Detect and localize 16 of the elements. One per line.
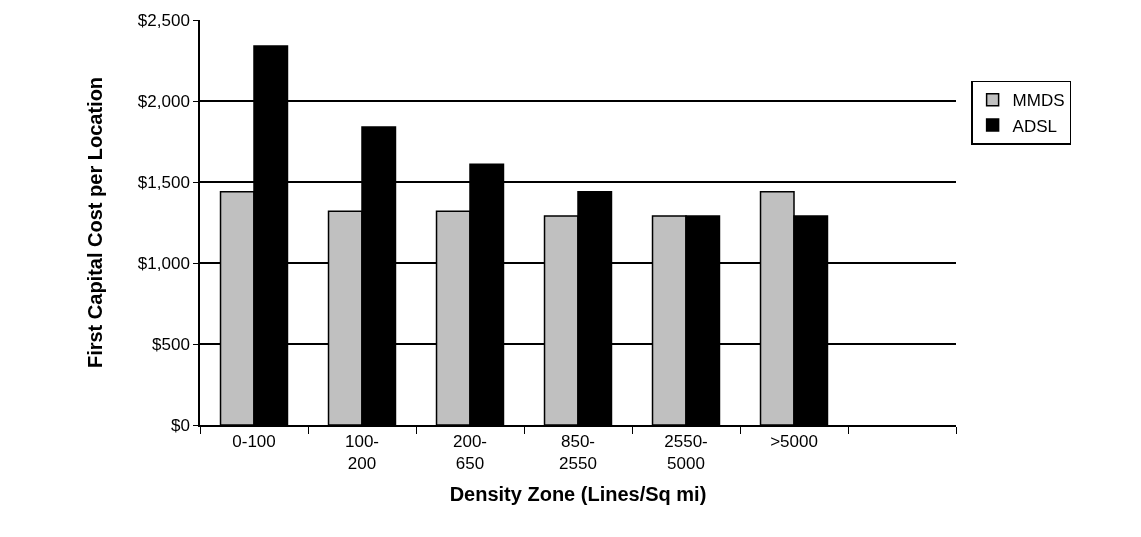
y-tick-label: $0 <box>170 415 190 435</box>
legend-label: ADSL <box>1012 116 1058 136</box>
y-axis-title: First Capital Cost per Location <box>83 76 106 369</box>
x-tick-label: 0-100 <box>232 432 276 452</box>
y-tick-label: $2,000 <box>137 91 190 111</box>
x-axis-title: Density Zone (Lines/Sq mi) <box>449 483 707 506</box>
y-tick-label: $2,500 <box>137 10 190 30</box>
x-tick-label: 100- 200 <box>344 432 380 474</box>
x-tick-label: 2550- 5000 <box>664 432 708 474</box>
x-tick-label: 200- 650 <box>452 432 488 474</box>
y-tick-label: $1,500 <box>137 172 190 192</box>
y-tick-label: $1,000 <box>137 253 190 273</box>
x-tick-label: 850- 2550 <box>559 432 597 474</box>
y-tick-label: $500 <box>152 334 190 354</box>
x-tick-label: >5000 <box>770 432 818 452</box>
legend-label: MMDS <box>1012 91 1065 111</box>
